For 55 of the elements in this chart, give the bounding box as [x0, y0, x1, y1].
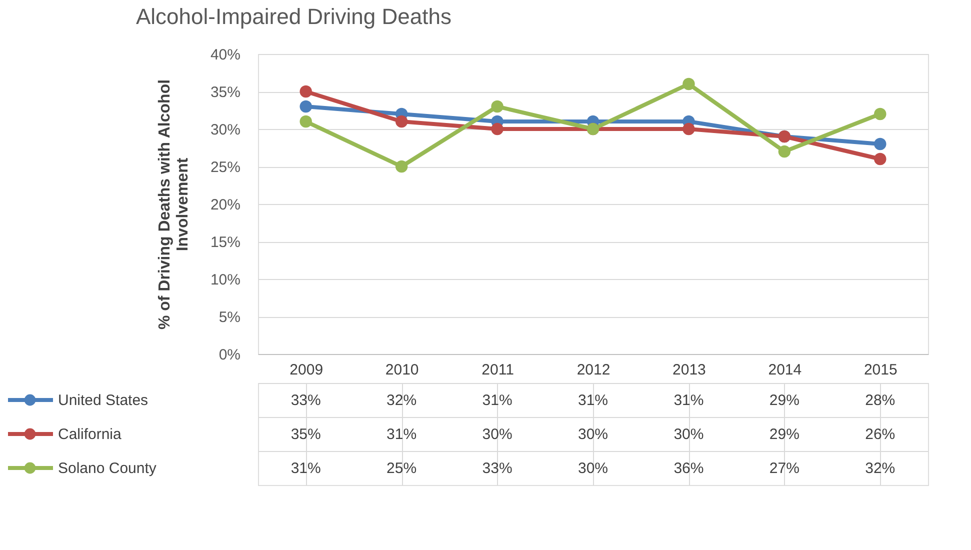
y-tick-label: 30%: [210, 122, 240, 138]
y-tick-label: 20%: [210, 196, 240, 214]
point: [300, 100, 312, 113]
data-label: 30%: [578, 426, 608, 443]
point: [874, 152, 886, 166]
data-label: 29%: [769, 392, 800, 409]
point: [491, 100, 504, 113]
point: [300, 85, 312, 98]
point: [682, 122, 695, 136]
y-tick-label: 35%: [210, 84, 240, 101]
data-label: 31%: [386, 426, 417, 443]
x-tick-label: 2012: [576, 362, 610, 378]
data-label: 26%: [865, 426, 896, 443]
data-label: 31%: [482, 392, 512, 409]
legend-label: Solano County: [58, 460, 157, 477]
x-tick-label: 2013: [672, 362, 706, 378]
data-label: 27%: [769, 460, 800, 477]
point: [874, 108, 886, 120]
y-tick-label: 0%: [218, 346, 240, 364]
data-label: 31%: [578, 392, 608, 409]
data-label: 30%: [578, 460, 608, 477]
legend-label: United States: [58, 392, 148, 409]
x-tick-label: 2015: [864, 362, 898, 378]
data-label: 30%: [674, 426, 704, 443]
y-tick-label: 15%: [210, 234, 240, 251]
chart-title: Alcohol-Impaired Driving Deaths: [136, 4, 452, 29]
point: [778, 145, 791, 158]
y-tick-label: 10%: [210, 272, 240, 288]
y-tick-label: 40%: [210, 46, 240, 64]
point: [395, 160, 408, 173]
point: [395, 115, 408, 128]
legend-label: California: [58, 426, 122, 443]
data-label: 31%: [290, 460, 321, 477]
y-tick-label: 5%: [218, 309, 240, 326]
x-tick-label: 2010: [385, 362, 419, 378]
point: [300, 115, 312, 128]
data-label: 29%: [769, 426, 800, 443]
point: [491, 122, 504, 136]
data-label: 32%: [865, 460, 896, 477]
data-label: 36%: [674, 460, 704, 477]
point: [682, 78, 695, 90]
point: [874, 138, 886, 150]
data-label: 30%: [482, 426, 512, 443]
data-label: 35%: [290, 426, 321, 443]
y-axis-title: % of Driving Deaths with Alcohol Involvement: [156, 79, 192, 330]
x-tick-label: 2011: [482, 362, 514, 378]
data-label: 32%: [386, 392, 417, 409]
data-label: 28%: [865, 392, 896, 409]
data-label: 33%: [482, 460, 512, 477]
data-label: 25%: [386, 460, 417, 477]
y-tick-label: 25%: [210, 159, 240, 176]
x-tick-label: 2014: [768, 362, 802, 378]
data-label: 31%: [674, 392, 704, 409]
data-label: 33%: [290, 392, 321, 409]
x-tick-label: 2009: [290, 362, 324, 378]
